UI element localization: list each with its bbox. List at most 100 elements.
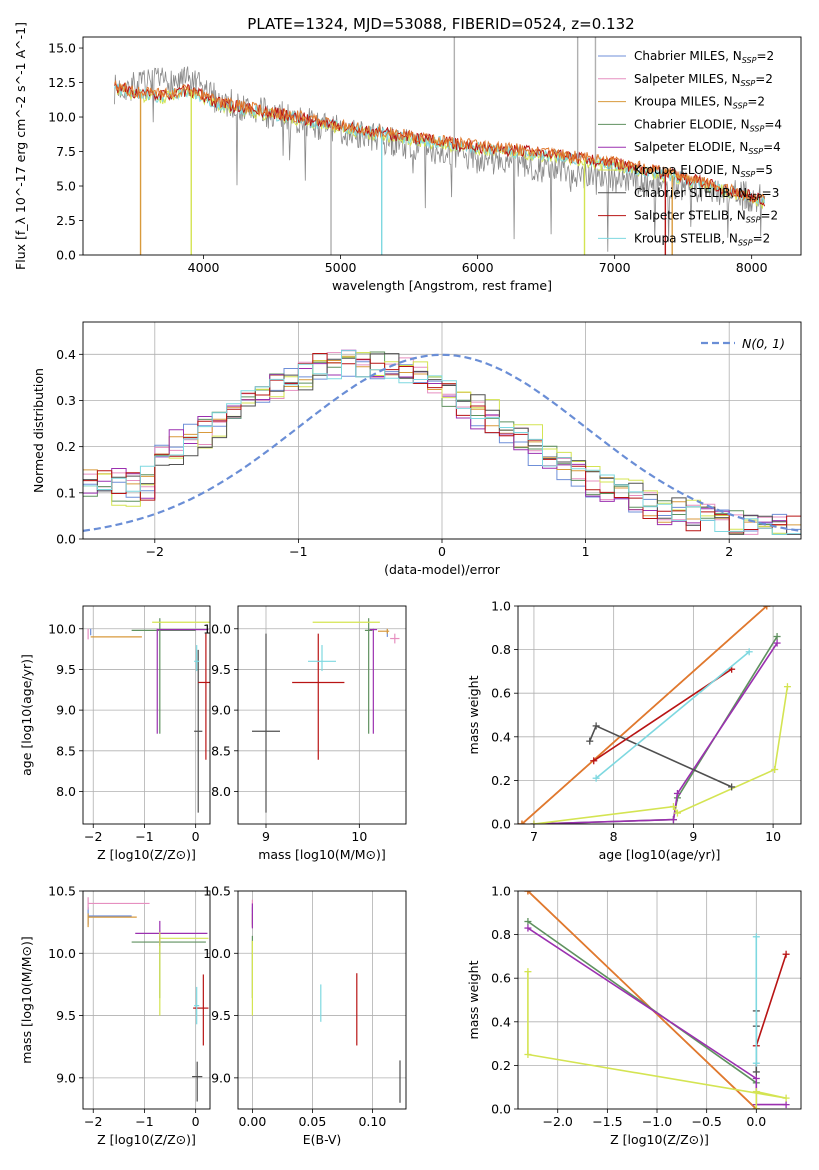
y-tick-label: 9.0 xyxy=(56,703,76,718)
x-axis-label: mass [log10(M/M⊙)] xyxy=(258,847,386,862)
legend-entry: Kroupa ELODIE, NSSP=5 xyxy=(634,163,773,179)
axes-frame xyxy=(82,36,802,256)
x-axis-label: E(B-V) xyxy=(303,1132,342,1147)
y-tick-label: 9.5 xyxy=(56,1008,76,1023)
y-tick-label: 9.5 xyxy=(56,662,76,677)
figure-title: PLATE=1324, MJD=53088, FIBERID=0524, z=0… xyxy=(247,15,634,33)
axes-frame xyxy=(237,890,407,1110)
plot-area-spectrum xyxy=(114,37,766,255)
x-axis-label: Z [log10(Z/Z⊙)] xyxy=(97,1132,196,1147)
axes-frame xyxy=(237,605,407,825)
y-axis-label: age [log10(age/yr)] xyxy=(19,654,34,776)
y-tick-label: 15.0 xyxy=(48,41,76,56)
legend-entry: Salpeter ELODIE, NSSP=4 xyxy=(634,140,781,156)
y-tick-label: 0.0 xyxy=(56,248,76,263)
y-tick-label: 9.0 xyxy=(56,1070,76,1085)
x-tick-label: 6000 xyxy=(462,260,494,275)
y-tick-label: 9.0 xyxy=(211,1070,231,1085)
x-tick-label: 0.00 xyxy=(238,1114,266,1129)
y-tick-label: 0.0 xyxy=(56,532,76,547)
x-tick-label: 1 xyxy=(582,544,590,559)
residual-histogram xyxy=(83,350,801,535)
weight-line xyxy=(755,953,787,1047)
x-axis-label: wavelength [Angstrom, rest frame] xyxy=(332,278,552,293)
panel-weight_vs_Z: −2.0 −1.5 −1.0 −0.5 0.0 0.0 0.2 0.4 0.6 0.8 1.0 Z [… xyxy=(466,884,802,1147)
x-tick-label: −1 xyxy=(135,1114,153,1129)
panel-mass_vs_ebv: 0.00 0.05 0.10 9.0 9.5 10.0 10.5 E(B-V) xyxy=(203,884,407,1147)
panel-age_vs_mass: 9 10 8.0 8.5 9.0 9.5 10.0 mass [log10(M/M⊙)] xyxy=(203,605,407,862)
spectrum-legend: Chabrier MILES, NSSP=2 Salpeter MILES, NS… xyxy=(598,49,782,247)
plot-area-mass_vs_Z xyxy=(87,897,209,1102)
y-tick-label: 10.0 xyxy=(203,621,231,636)
x-tick-label: −0.5 xyxy=(691,1114,721,1129)
x-tick-label: 8 xyxy=(610,829,618,844)
y-tick-label: 5.0 xyxy=(56,179,76,194)
axes-frame xyxy=(82,321,802,540)
x-axis-label: (data-model)/error xyxy=(384,562,501,577)
model-spectrum-line xyxy=(114,79,766,203)
plot-area-weight_vs_Z xyxy=(524,891,790,1109)
y-tick-label: 10.5 xyxy=(203,884,231,899)
y-tick-label: 0.8 xyxy=(491,642,511,657)
y-tick-label: 0.2 xyxy=(491,1058,511,1073)
x-tick-label: 7000 xyxy=(599,260,631,275)
plot-area-weight_vs_age xyxy=(518,606,791,824)
y-tick-label: 0.4 xyxy=(56,347,76,362)
plot-area-age_vs_mass xyxy=(252,618,400,813)
plot-area-residuals xyxy=(83,349,801,535)
x-tick-label: 9 xyxy=(689,829,697,844)
x-tick-label: 10 xyxy=(765,829,781,844)
x-tick-label: −1.0 xyxy=(642,1114,672,1129)
x-tick-label: −2 xyxy=(146,544,164,559)
normal-curve xyxy=(83,353,801,532)
y-axis-label: mass weight xyxy=(466,675,481,754)
axes-frame xyxy=(517,605,802,825)
residual-histogram xyxy=(83,353,801,535)
legend-entry: Kroupa STELIB, NSSP=2 xyxy=(634,231,770,247)
x-tick-label: 0 xyxy=(438,544,446,559)
y-tick-label: 0.0 xyxy=(491,1102,511,1117)
panel-weight_vs_age: 7 8 9 10 0.0 0.2 0.4 0.6 0.8 1.0 age [log10(age/yr… xyxy=(466,599,802,862)
y-tick-label: 10.0 xyxy=(203,946,231,961)
x-tick-label: 2 xyxy=(725,544,733,559)
x-tick-label: 0 xyxy=(192,829,200,844)
x-tick-label: −2 xyxy=(84,1114,102,1129)
y-tick-label: 9.0 xyxy=(211,703,231,718)
y-axis-label: mass [log10(M/M⊙)] xyxy=(19,936,34,1064)
x-tick-label: 9 xyxy=(262,829,270,844)
y-tick-label: 0.1 xyxy=(56,485,76,500)
y-tick-label: 10.0 xyxy=(48,946,76,961)
panel-mass_vs_Z: −2 −1 0 9.0 9.5 10.0 10.5 Z [log10(Z/Z⊙)] mass [… xyxy=(19,884,211,1147)
x-axis-label: age [log10(age/yr)] xyxy=(599,847,721,862)
weight-line xyxy=(527,891,757,1109)
weight-line xyxy=(527,920,757,1084)
x-tick-label: 0.10 xyxy=(358,1114,386,1129)
legend-entry: Chabrier ELODIE, NSSP=4 xyxy=(634,117,782,133)
legend-entry: Salpeter STELIB, NSSP=2 xyxy=(634,209,778,225)
legend-entry: Salpeter MILES, NSSP=2 xyxy=(634,72,773,88)
x-tick-label: 0 xyxy=(192,1114,200,1129)
y-tick-label: 12.5 xyxy=(48,75,76,90)
x-tick-label: 7 xyxy=(530,829,538,844)
y-tick-label: 9.5 xyxy=(211,1008,231,1023)
plot-area-age_vs_Z xyxy=(87,618,210,813)
y-tick-label: 10.0 xyxy=(48,621,76,636)
y-tick-label: 7.5 xyxy=(56,144,76,159)
residual-histogram xyxy=(83,353,801,533)
y-tick-label: 1.0 xyxy=(491,599,511,614)
y-tick-label: 0.6 xyxy=(491,686,511,701)
y-axis-label: Normed distribution xyxy=(31,368,46,493)
y-tick-label: 2.5 xyxy=(56,213,76,228)
y-tick-label: 0.2 xyxy=(491,773,511,788)
panel-residuals: −2 −1 0 1 2 0.0 0.1 0.2 0.3 0.4 (data-model)/error… xyxy=(31,321,802,577)
y-tick-label: 0.6 xyxy=(491,971,511,986)
y-tick-label: 8.0 xyxy=(56,784,76,799)
y-tick-label: 0.4 xyxy=(491,1014,511,1029)
legend-entry: Chabrier STELIB, NSSP=3 xyxy=(634,186,779,202)
panel-spectrum: 4000 5000 6000 7000 8000 0.0 2.5 5.0 7.5 10.0 12.5… xyxy=(13,22,802,293)
x-axis-label: Z [log10(Z/Z⊙)] xyxy=(610,1132,709,1147)
weight-line xyxy=(521,606,768,824)
y-tick-label: 8.5 xyxy=(56,743,76,758)
y-tick-label: 0.3 xyxy=(56,393,76,408)
y-tick-label: 0.4 xyxy=(491,729,511,744)
